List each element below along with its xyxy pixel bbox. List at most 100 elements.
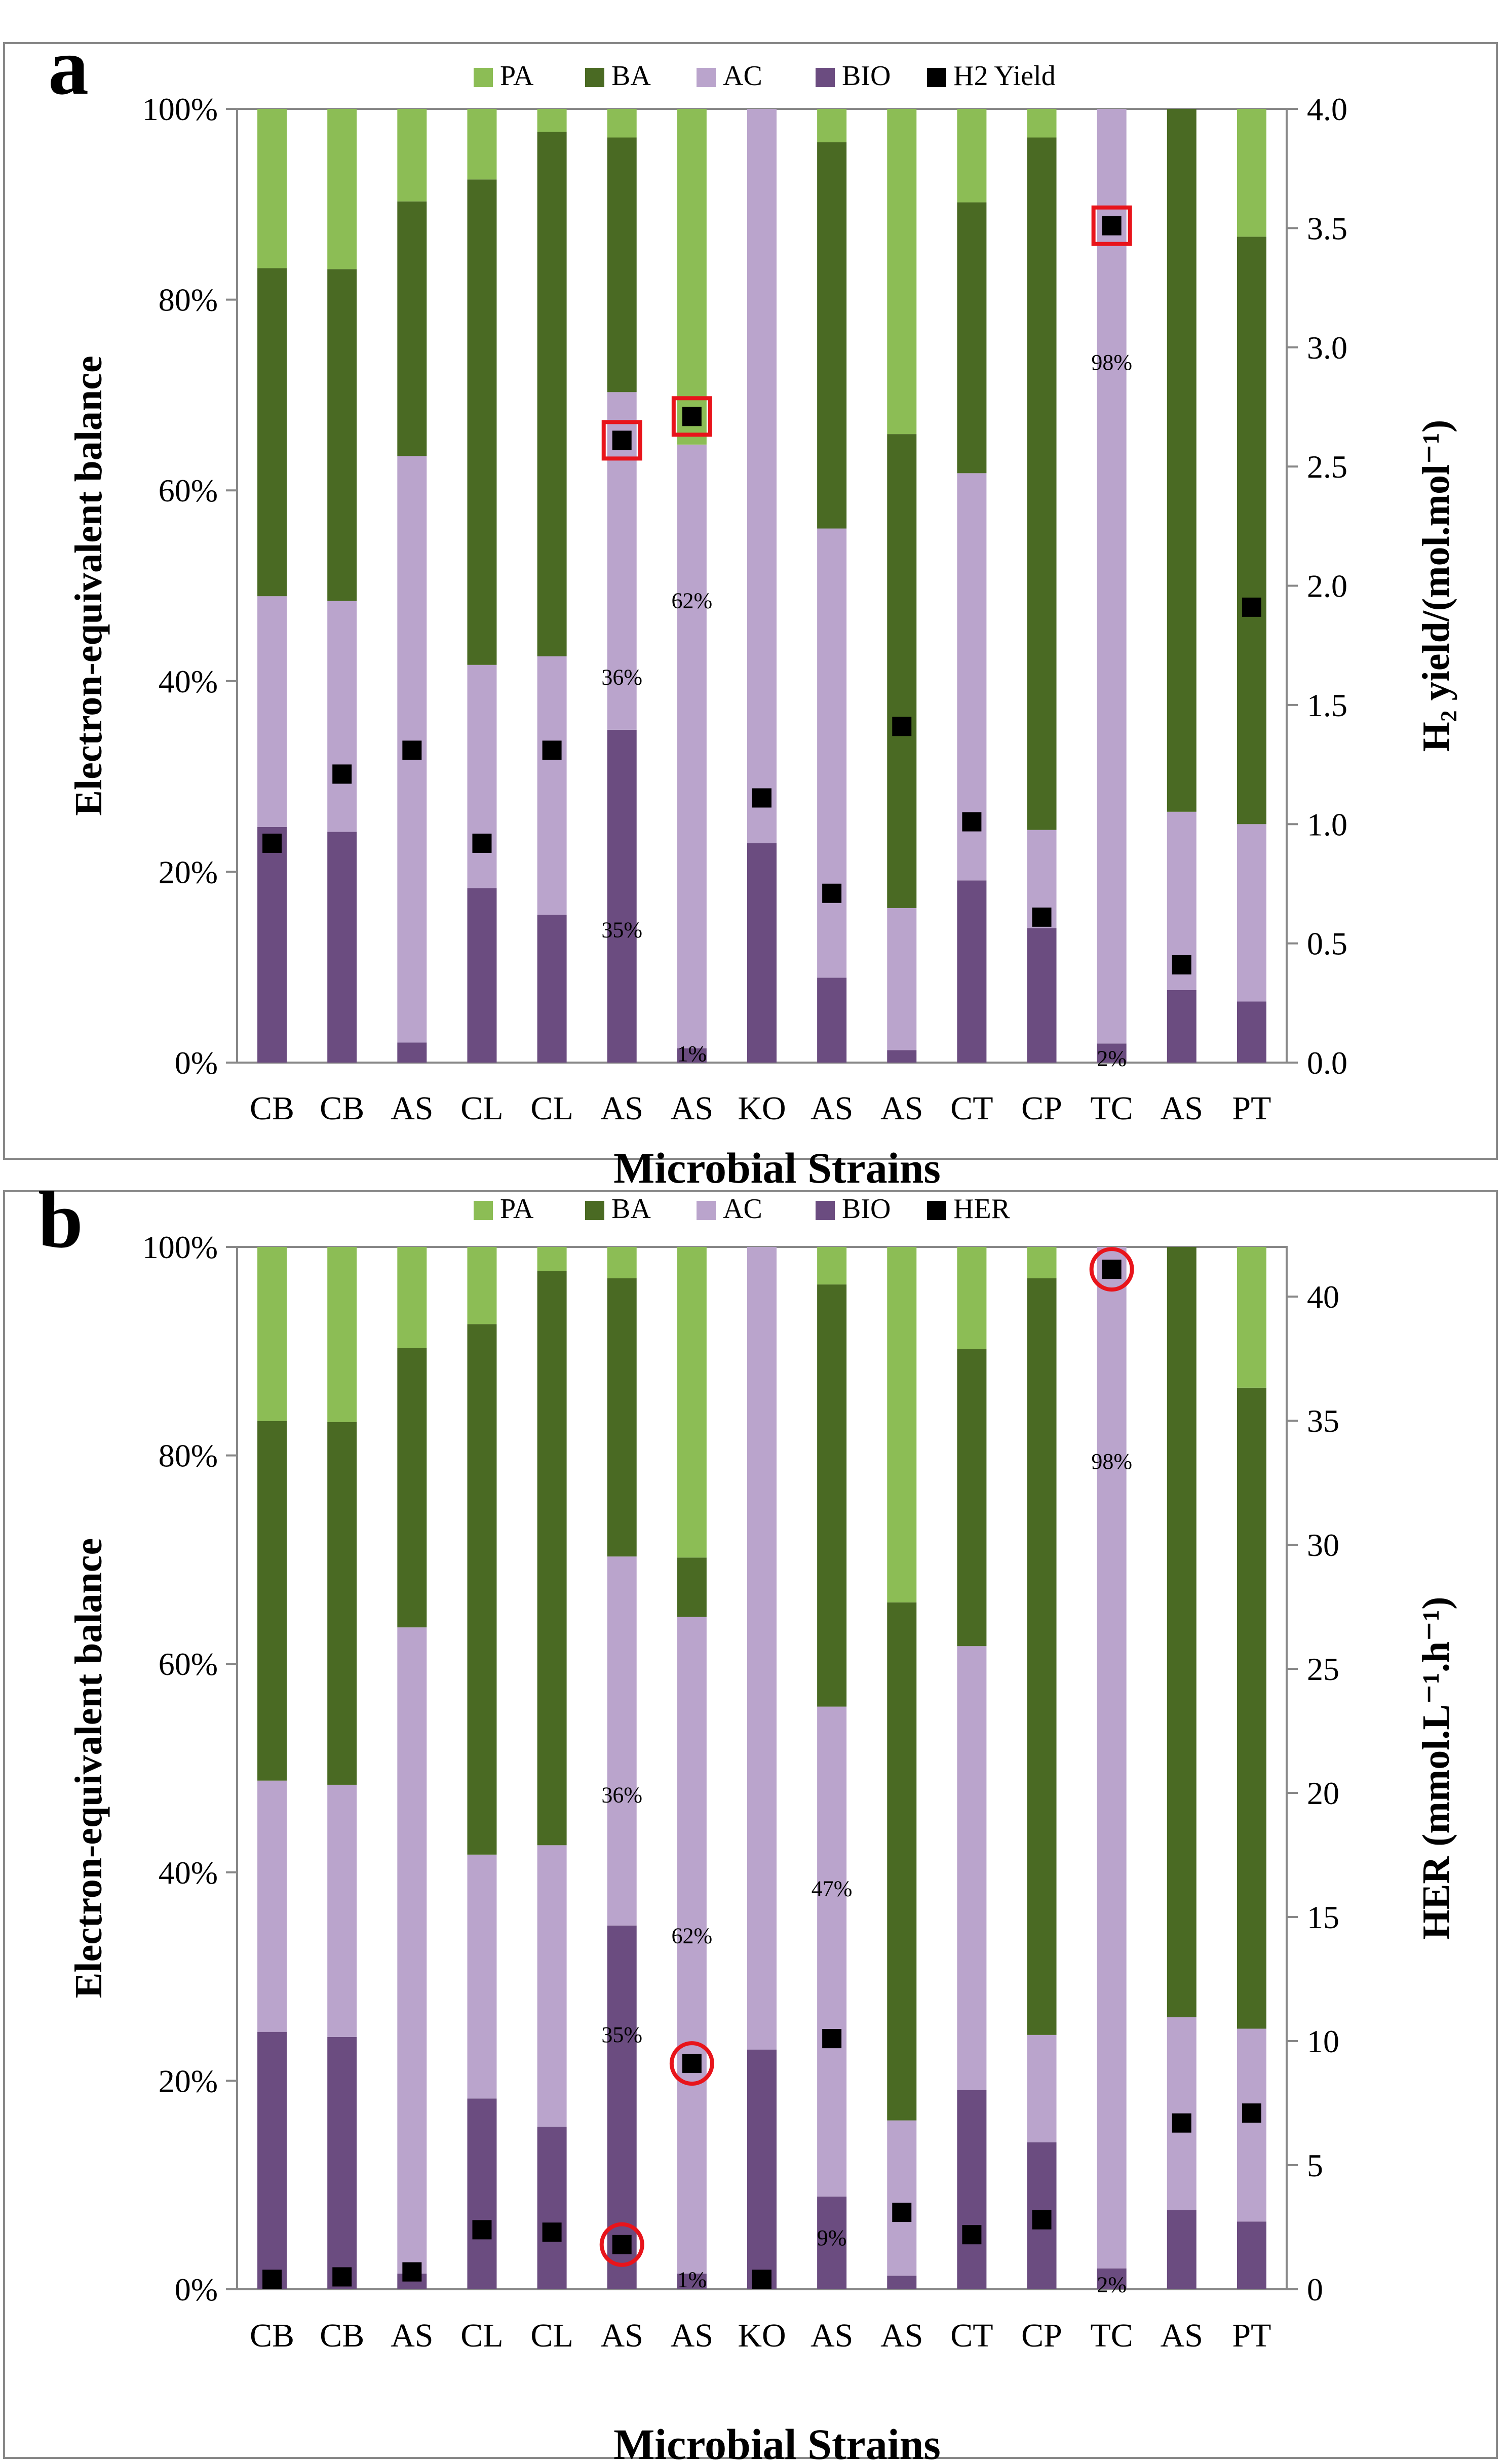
bar-segment-pa bbox=[467, 109, 497, 180]
secondary-marker bbox=[1172, 2113, 1191, 2133]
y2-tick-label: 40 bbox=[1307, 1279, 1339, 1315]
bar-segment-bio bbox=[397, 1042, 427, 1063]
y2-tick-label: 0.5 bbox=[1307, 926, 1347, 962]
bar-segment-ac bbox=[1237, 2028, 1266, 2222]
bar-segment-bio bbox=[467, 888, 497, 1063]
bar-segment-ba bbox=[887, 1602, 917, 2121]
bar-segment-pa bbox=[327, 1247, 357, 1422]
bar-segment-ba bbox=[1027, 1278, 1057, 2035]
y-tick-label: 40% bbox=[159, 663, 218, 699]
bar-segment-ac bbox=[1097, 1247, 1127, 2269]
bar-segment-ac bbox=[467, 1854, 497, 2099]
secondary-marker bbox=[1032, 907, 1052, 927]
bar-segment-ba bbox=[957, 202, 987, 474]
x-tick-label: AS bbox=[880, 1090, 923, 1127]
x-tick-label: AS bbox=[601, 1090, 643, 1127]
secondary-marker bbox=[472, 833, 492, 853]
panel-a: 0% 20% 40% 60% 80% 100% 0.0 0.5 1.0 1.5 2.0 2.5 3.0 3… bbox=[3, 21, 1498, 1192]
y2-tick-label: 20 bbox=[1307, 1775, 1339, 1811]
secondary-marker bbox=[262, 833, 282, 853]
legend-swatch bbox=[585, 68, 604, 87]
secondary-marker bbox=[1242, 597, 1261, 617]
x-tick-label: AS bbox=[880, 2317, 923, 2354]
bar-segment-ac bbox=[1027, 2035, 1057, 2142]
bar-segment-ac bbox=[257, 1780, 287, 2032]
secondary-marker bbox=[1242, 2103, 1261, 2123]
bar-segment-ac bbox=[537, 656, 567, 915]
bar-segment-ac bbox=[747, 1247, 777, 2050]
y-tick-label: 20% bbox=[159, 854, 218, 890]
bar-segment-ac bbox=[677, 1617, 707, 2274]
legend-label: BA bbox=[611, 1193, 651, 1225]
highlight-circle bbox=[1089, 1247, 1134, 1292]
panel-label: b bbox=[38, 1175, 83, 1265]
y-tick-label: 100% bbox=[142, 91, 218, 127]
y-tick-label: 60% bbox=[159, 1646, 218, 1682]
x-axis-label: Microbial Strains bbox=[613, 2420, 941, 2464]
bar-segment-ba bbox=[1167, 1247, 1196, 2017]
secondary-marker bbox=[752, 2270, 771, 2289]
y2-tick-label: 2.5 bbox=[1307, 449, 1347, 485]
bar-segment-ba bbox=[607, 1278, 637, 1557]
bar-segment-ba bbox=[817, 1284, 847, 1707]
bar-segment-pa bbox=[1237, 1247, 1266, 1388]
legend-label: HER bbox=[953, 1193, 1011, 1225]
secondary-marker bbox=[752, 788, 771, 808]
y-tick-label: 100% bbox=[142, 1229, 218, 1265]
bar-segment-pa bbox=[257, 1247, 287, 1421]
x-tick-label: AS bbox=[391, 1090, 433, 1127]
x-tick-label: CP bbox=[1021, 2317, 1062, 2354]
bar-segment-ac bbox=[677, 444, 707, 1048]
bar-segment-bio bbox=[607, 1925, 637, 2289]
bar-segment-pa bbox=[887, 109, 917, 435]
y2-tick-label: 3.0 bbox=[1307, 330, 1347, 366]
bar-segment-ac bbox=[1097, 109, 1127, 1044]
bar-segment-bio bbox=[957, 880, 987, 1063]
bar-segment-ac bbox=[747, 109, 777, 843]
bar-segment-pa bbox=[537, 1247, 567, 1271]
legend-label: BIO bbox=[842, 60, 891, 92]
bar-segment-bio bbox=[887, 1050, 917, 1063]
y2-tick-label: 15 bbox=[1307, 1899, 1339, 1935]
bar-segment-bio bbox=[677, 2274, 707, 2289]
bar-segment-ba bbox=[537, 132, 567, 656]
secondary-marker bbox=[542, 2222, 562, 2242]
y2-tick-label: 1.0 bbox=[1307, 806, 1347, 842]
secondary-marker bbox=[1102, 1260, 1122, 1279]
y-tick-label: 80% bbox=[159, 1438, 218, 1474]
secondary-marker bbox=[332, 2267, 352, 2287]
x-tick-label: CB bbox=[250, 1090, 294, 1127]
x-tick-label: AS bbox=[1161, 1090, 1203, 1127]
y2-tick-label: 0 bbox=[1307, 2272, 1323, 2307]
bar-segment-pa bbox=[677, 109, 707, 445]
y2-tick-label: 35 bbox=[1307, 1403, 1339, 1439]
secondary-marker bbox=[262, 2270, 282, 2289]
secondary-marker bbox=[822, 2029, 842, 2049]
bar-segment-bio bbox=[537, 2126, 567, 2289]
bar-segment-pa bbox=[607, 1247, 637, 1278]
bar-segment-bio bbox=[327, 2037, 357, 2289]
data-annotation: 35% bbox=[601, 2022, 642, 2047]
panel-b: 0% 20% 40% 60% 80% 100% 0 5 10 15 20 25 30 35 40 CB CB AS… bbox=[3, 1175, 1498, 2464]
secondary-marker bbox=[472, 2220, 492, 2240]
x-tick-label: CL bbox=[460, 1090, 503, 1127]
bar-segment-bio bbox=[747, 2049, 777, 2289]
secondary-marker bbox=[542, 740, 562, 760]
x-tick-label: KO bbox=[738, 2317, 786, 2354]
bar-segment-ba bbox=[467, 179, 497, 665]
bar-segment-ba bbox=[1237, 1387, 1266, 2029]
bar-segment-ba bbox=[607, 137, 637, 393]
x-tick-label: CL bbox=[530, 1090, 573, 1127]
secondary-marker bbox=[892, 2203, 912, 2222]
panel-label: a bbox=[48, 21, 89, 111]
bar-segment-ba bbox=[327, 269, 357, 601]
x-tick-label: AS bbox=[1161, 2317, 1203, 2354]
y-axis-label: Electron-equivalent balance bbox=[67, 356, 110, 815]
y-tick-label: 40% bbox=[159, 1855, 218, 1891]
bar-segment-bio bbox=[257, 827, 287, 1063]
secondary-marker bbox=[892, 717, 912, 736]
y2-tick-label: 10 bbox=[1307, 2023, 1339, 2059]
bar-segment-pa bbox=[817, 1247, 847, 1285]
secondary-marker bbox=[332, 764, 352, 784]
bar-segment-bio bbox=[327, 832, 357, 1063]
